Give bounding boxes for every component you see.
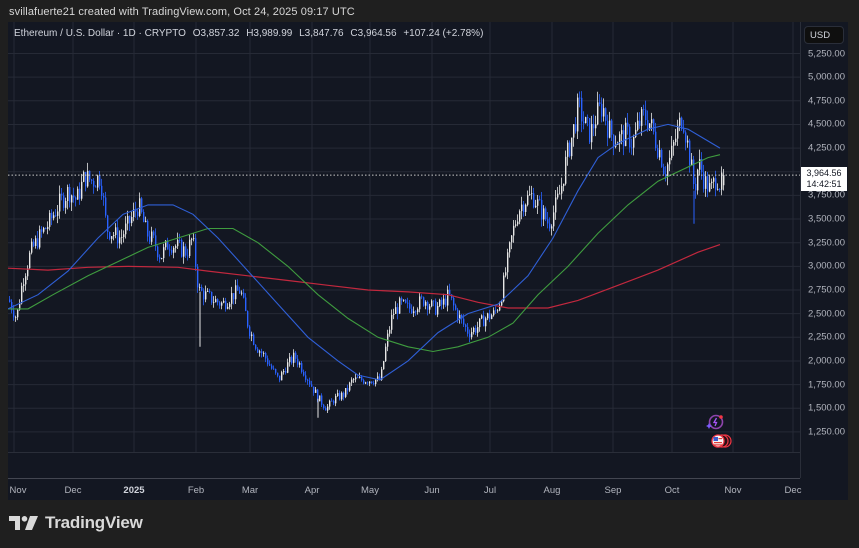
time-axis[interactable]: Nov Dec 2025 Feb Mar Apr May Jun Jul Aug Sep Oct Nov… <box>8 478 802 501</box>
symbol-name: Ethereum / U.S. Dollar · 1D · CRYPTO <box>14 28 186 39</box>
time-axis-label: Sep <box>604 485 622 496</box>
ohlc-low: L3,847.76 <box>299 28 344 39</box>
price-axis-label: 4,500.00 <box>808 118 845 130</box>
time-axis-label: Oct <box>664 485 680 496</box>
moving-average-slow <box>8 244 721 309</box>
us-economic-event-icon[interactable] <box>711 434 732 448</box>
time-axis-label: 2025 <box>123 485 145 496</box>
currency-button[interactable]: USD <box>804 26 844 44</box>
moving-average-fast <box>8 123 721 381</box>
price-axis-label: 3,000.00 <box>808 260 845 272</box>
price-axis-label: 3,250.00 <box>808 237 845 249</box>
time-axis-label: Jul <box>483 485 497 496</box>
time-axis-label: Dec <box>64 485 82 496</box>
price-axis-label: 2,000.00 <box>808 355 845 367</box>
chart-plot-area[interactable] <box>8 22 800 452</box>
time-axis-label: Aug <box>543 485 561 496</box>
grid-lines <box>8 22 800 452</box>
time-axis-label: Apr <box>304 485 320 496</box>
chart-frame <box>8 22 848 500</box>
lightning-event-icon[interactable] <box>706 414 724 430</box>
brand-name: TradingView <box>45 513 143 532</box>
price-axis-label: 2,250.00 <box>808 331 845 343</box>
bar-countdown: 14:42:51 <box>806 179 842 189</box>
candles <box>9 91 725 418</box>
price-axis-label: 1,250.00 <box>808 426 845 438</box>
price-axis-label: 4,250.00 <box>808 142 845 154</box>
time-axis-label: Dec <box>784 485 802 496</box>
price-axis-label: 1,500.00 <box>808 402 845 414</box>
price-axis-label: 2,500.00 <box>808 308 845 320</box>
moving-average-mid <box>8 154 721 353</box>
time-axis-label: May <box>361 485 379 496</box>
price-axis-label: 4,750.00 <box>808 95 845 107</box>
time-axis-label: Jun <box>424 485 440 496</box>
candlestick-chart <box>8 22 800 452</box>
price-axis-label: 1,750.00 <box>808 379 845 391</box>
price-axis[interactable]: 5,250.00 5,000.00 4,750.00 4,500.00 4,250.00… <box>800 22 849 478</box>
price-axis-label: 5,250.00 <box>808 48 845 59</box>
plot-bottom-border <box>8 452 800 453</box>
price-axis-label: 2,750.00 <box>808 284 845 296</box>
ohlc-open: O3,857.32 <box>192 28 240 39</box>
ohlc-change: +107.24 (+2.78%) <box>403 28 484 39</box>
price-axis-label: 3,750.00 <box>808 189 845 201</box>
time-axis-label: Nov <box>724 485 742 496</box>
ohlc-close: C3,964.56 <box>350 28 397 39</box>
tradingview-logo-icon <box>9 516 38 530</box>
ohlc-high: H3,989.99 <box>246 28 293 39</box>
symbol-legend: Ethereum / U.S. Dollar · 1D · CRYPTO O3,… <box>14 28 487 39</box>
tradingview-logo: TradingView <box>9 513 143 533</box>
attribution-text: svillafuerte21 created with TradingView.… <box>9 6 355 18</box>
last-price-label: 3,964.56 14:42:51 <box>801 167 847 191</box>
price-axis-label: 3,500.00 <box>808 213 845 225</box>
price-axis-label: 5,000.00 <box>808 71 845 83</box>
time-axis-label: Feb <box>187 485 205 496</box>
event-markers <box>704 413 740 454</box>
time-axis-label: Mar <box>241 485 259 496</box>
last-price-value: 3,964.56 <box>806 168 842 178</box>
time-axis-label: Nov <box>9 485 27 496</box>
